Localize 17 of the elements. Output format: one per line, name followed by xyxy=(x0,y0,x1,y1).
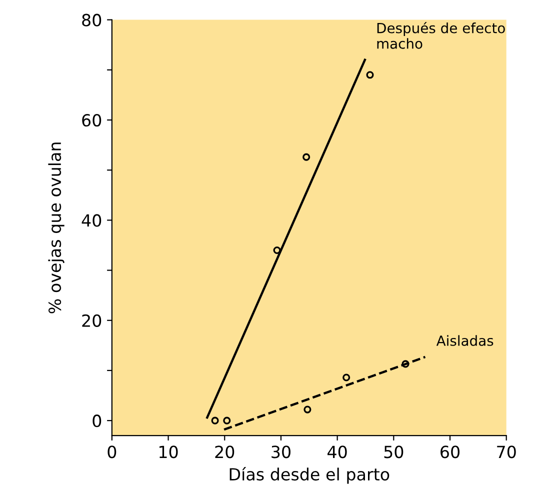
x-tick-label: 60 xyxy=(440,446,460,458)
y-tick-label: 20 xyxy=(82,314,102,327)
x-tick-label: 50 xyxy=(384,446,404,458)
y-axis-title: % ovejas que ovulan xyxy=(48,142,64,314)
x-tick-label: 20 xyxy=(215,446,234,458)
x-tick-label: 0 xyxy=(108,446,116,458)
y-tick-label: 40 xyxy=(82,214,102,227)
y-tick-label: 80 xyxy=(82,14,102,26)
y-tick-label: 60 xyxy=(82,114,102,127)
x-tick-label: 70 xyxy=(497,446,516,458)
x-tick-label: 30 xyxy=(272,446,290,458)
x-tick-label: 40 xyxy=(328,446,347,458)
series-label: Aisladas xyxy=(436,335,494,346)
y-tick-label: 0 xyxy=(92,414,102,428)
x-tick-label: 10 xyxy=(160,446,178,458)
series-label: Después de efecto macho xyxy=(377,22,505,49)
x-axis-title: Días desde el parto xyxy=(230,467,390,484)
